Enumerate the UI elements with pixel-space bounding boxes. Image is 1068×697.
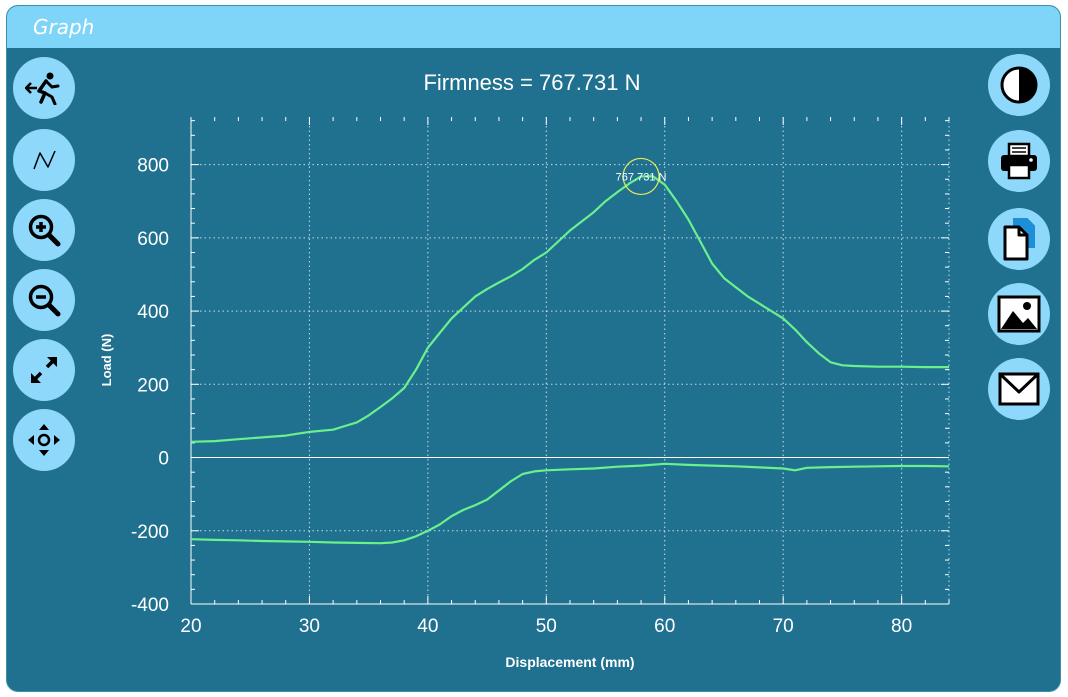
- curve-icon: [33, 150, 56, 170]
- peak-marker: [622, 157, 660, 196]
- peak-label: 767.731 N: [616, 171, 667, 183]
- contrast-button[interactable]: [988, 54, 1050, 116]
- zoom-out-icon: [28, 284, 61, 317]
- x-tick-label: 70: [773, 616, 794, 637]
- y-tick-label: 0: [158, 449, 169, 470]
- x-tick-label: 40: [417, 616, 438, 637]
- expand-button[interactable]: [13, 339, 75, 401]
- zoom-in-icon: [28, 214, 61, 247]
- series-line-upper: [190, 175, 949, 443]
- y-tick-label: -200: [131, 522, 169, 543]
- y-tick-label: 200: [137, 375, 169, 396]
- x-tick-label: 20: [180, 616, 201, 637]
- printer-icon: [1001, 142, 1037, 180]
- image-button[interactable]: [988, 283, 1050, 345]
- copy-document-icon: [1003, 218, 1035, 261]
- window-title: Graph: [33, 15, 95, 39]
- y-tick-label: 400: [137, 302, 169, 323]
- zoom-in-button[interactable]: [13, 199, 75, 261]
- zoom-out-button[interactable]: [13, 269, 75, 331]
- graph-window: Graph: [6, 5, 1061, 692]
- x-tick-label: 30: [299, 616, 320, 637]
- y-tick-label: 600: [137, 229, 169, 250]
- series-line-lower: [190, 462, 950, 545]
- email-button[interactable]: [988, 358, 1050, 420]
- contrast-icon: [1000, 66, 1038, 104]
- x-axis-label: Displacement (mm): [505, 654, 634, 670]
- copy-button[interactable]: [988, 208, 1050, 270]
- print-button[interactable]: [988, 130, 1050, 192]
- curve-button[interactable]: [13, 129, 75, 191]
- envelope-icon: [998, 372, 1040, 406]
- y-tick-label: -400: [131, 595, 169, 616]
- title-bar: Graph: [7, 6, 1060, 48]
- image-icon: [997, 295, 1041, 333]
- y-tick-label: 800: [137, 156, 169, 177]
- chart-title: Firmness = 767.731 N: [423, 70, 640, 95]
- exit-run-icon: [25, 72, 60, 105]
- pan-button[interactable]: [13, 409, 75, 471]
- x-tick-label: 50: [536, 616, 557, 637]
- y-axis-label: Load (N): [99, 334, 114, 387]
- expand-arrows-icon: [30, 356, 58, 384]
- exit-button[interactable]: [13, 57, 75, 119]
- x-tick-label: 60: [654, 616, 675, 637]
- move-arrows-icon: [28, 424, 60, 456]
- x-tick-label: 80: [891, 616, 912, 637]
